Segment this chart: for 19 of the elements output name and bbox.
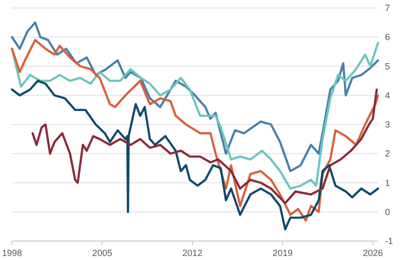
y-tick-label: 1 xyxy=(385,178,390,188)
y-tick-label: 4 xyxy=(385,90,390,100)
y-tick-label: 2 xyxy=(385,148,390,159)
y-tick-label: 5 xyxy=(385,61,390,72)
y-tick-label: 6 xyxy=(385,32,390,42)
line-series xyxy=(10,38,380,222)
line-series xyxy=(10,21,380,172)
x-tick-label: 2005 xyxy=(92,248,112,258)
line-series xyxy=(32,88,378,204)
x-tick-label: 2026 xyxy=(362,248,383,258)
x-tick-label: 1998 xyxy=(2,248,22,258)
x-tick-label: 2019 xyxy=(272,248,293,258)
y-tick-label: 7 xyxy=(385,3,390,13)
y-tick-label: 0 xyxy=(385,206,390,217)
y-tick-label: -1 xyxy=(385,236,394,246)
x-tick-label: 2012 xyxy=(182,248,202,258)
y-tick-label: 3 xyxy=(385,120,390,130)
line-series xyxy=(10,42,380,190)
line-series xyxy=(10,80,380,230)
